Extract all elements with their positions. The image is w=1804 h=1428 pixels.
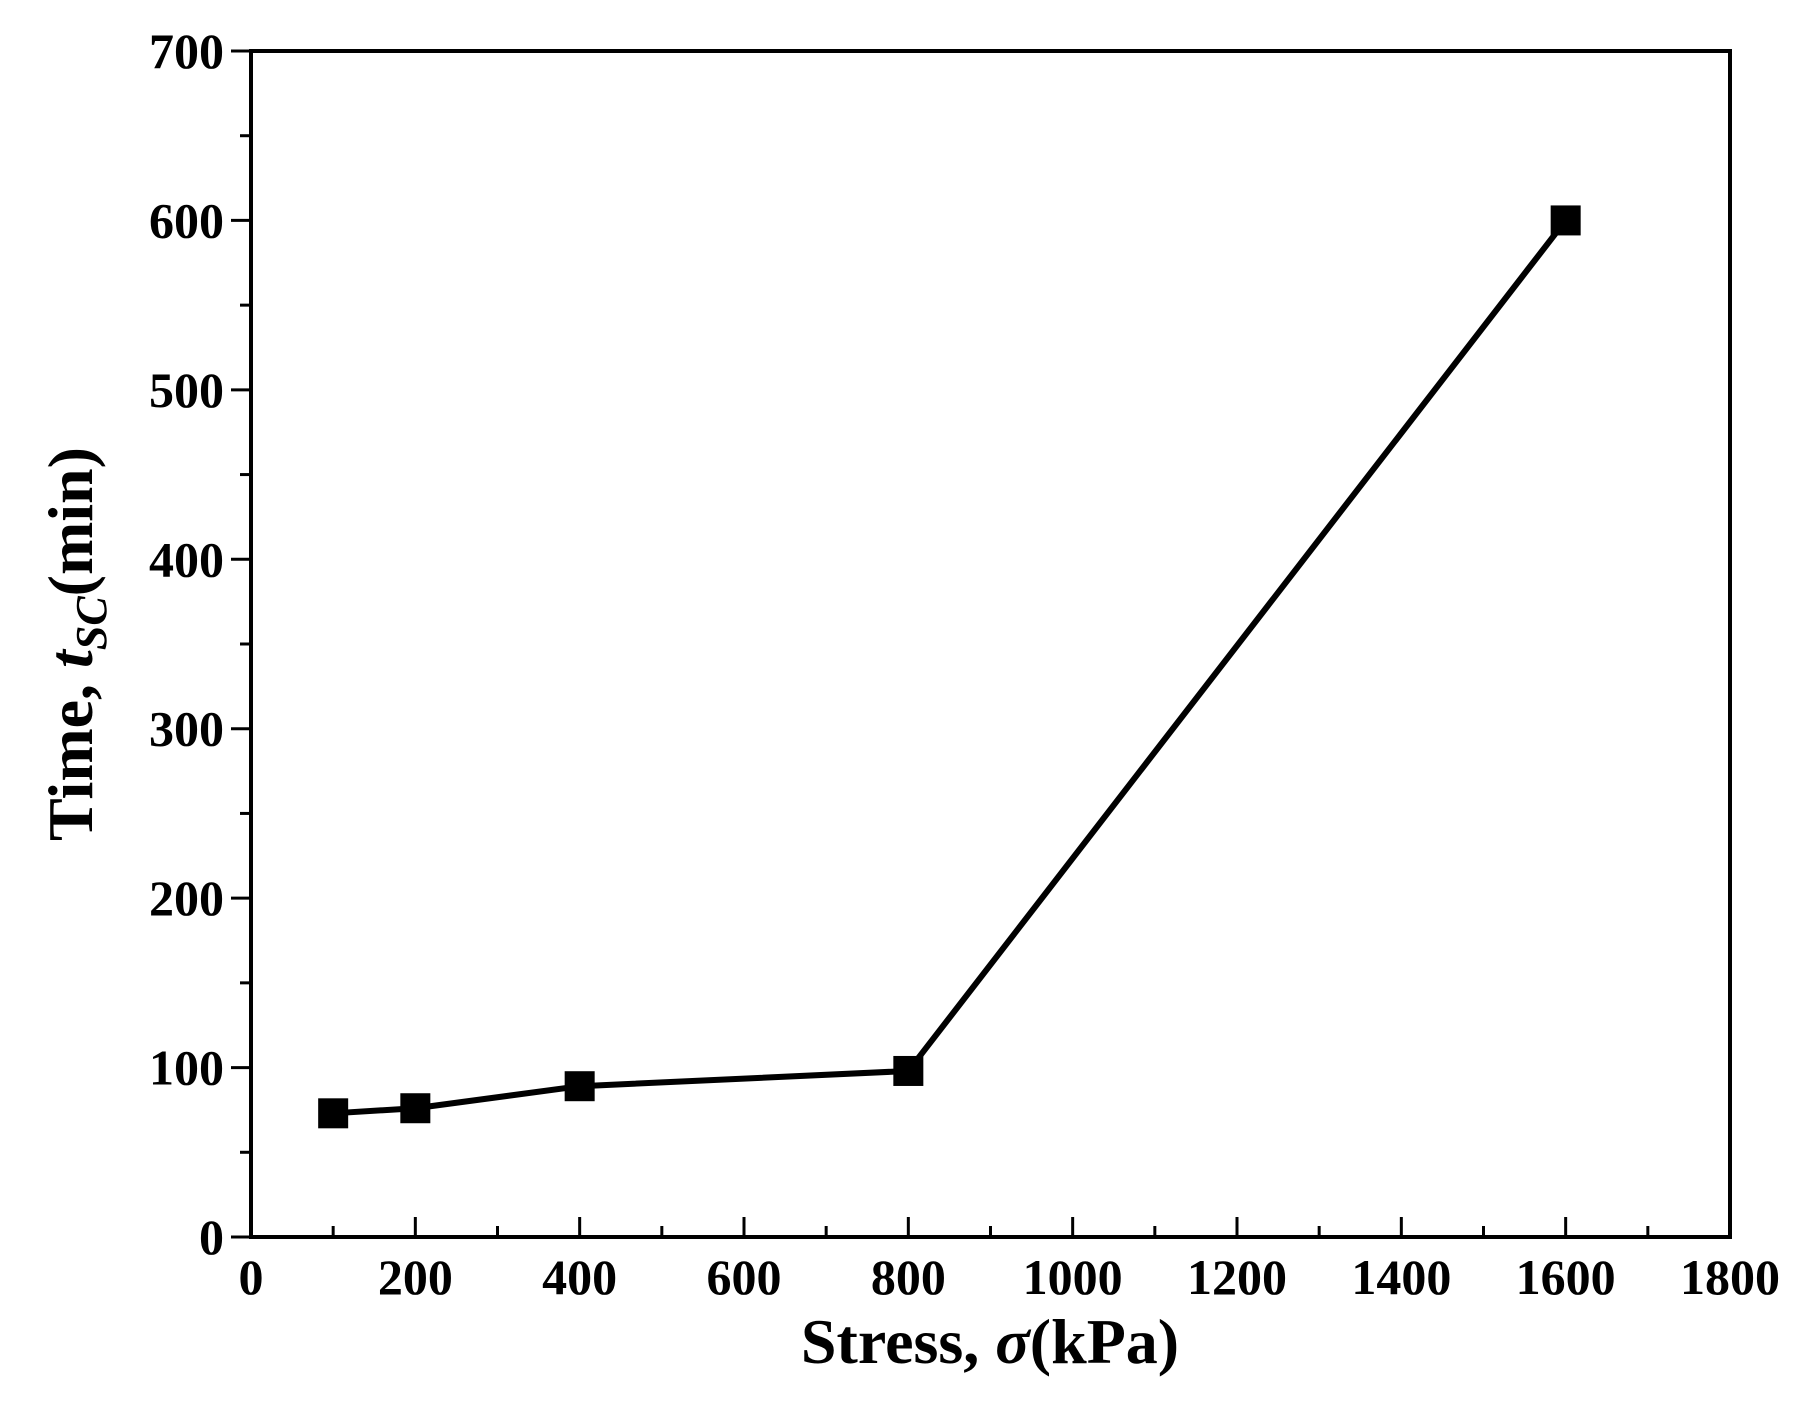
x-axis-label: Stress, σ(kPa) (801, 1306, 1179, 1377)
x-tick-label: 0 (239, 1249, 264, 1305)
x-tick-label: 1800 (1680, 1249, 1780, 1305)
y-axis-label-suffix: (min) (35, 447, 106, 596)
x-tick-label: 400 (542, 1249, 617, 1305)
series-layer (318, 205, 1581, 1129)
y-tick-label: 200 (149, 870, 224, 926)
x-tick-label: 1400 (1351, 1249, 1451, 1305)
y-axis-label-subscript: SC (67, 596, 116, 650)
x-tick-label: 1200 (1187, 1249, 1287, 1305)
plot-frame (249, 49, 1732, 1239)
x-tick-labels: 0 200 400 600 800 1000 1200 1400 1600 1800 (239, 1249, 1781, 1305)
y-axis-label: Time, tSC(min) (35, 447, 116, 841)
y-axis-label-prefix: Time, (35, 668, 106, 841)
x-axis-label-suffix: (kPa) (1030, 1306, 1179, 1377)
y-tick-label: 500 (149, 362, 224, 418)
y-tick-labels: 0 100 200 300 400 500 600 700 (149, 23, 224, 1265)
x-tick-label: 1000 (1023, 1249, 1123, 1305)
y-tick-label: 400 (149, 531, 224, 587)
series-line (332, 218, 1569, 1117)
major-ticks (231, 49, 1732, 1239)
x-axis-label-prefix: Stress, (801, 1306, 995, 1377)
y-tick-label: 700 (149, 23, 224, 79)
data-point (564, 1071, 595, 1102)
y-tick-label: 100 (149, 1040, 224, 1096)
x-tick-label: 600 (707, 1249, 782, 1305)
data-point (1550, 205, 1581, 236)
x-tick-label: 800 (871, 1249, 946, 1305)
x-tick-label: 1600 (1516, 1249, 1616, 1305)
y-axis-label-symbol: t (35, 648, 106, 668)
x-axis-label-symbol: σ (995, 1306, 1031, 1377)
y-tick-label: 300 (149, 701, 224, 757)
data-point (400, 1093, 431, 1124)
data-point (893, 1055, 924, 1086)
y-tick-label: 600 (149, 192, 224, 248)
data-point (318, 1098, 349, 1129)
y-tick-label: 0 (199, 1209, 224, 1265)
x-tick-label: 200 (378, 1249, 453, 1305)
minor-ticks (240, 134, 1650, 1237)
